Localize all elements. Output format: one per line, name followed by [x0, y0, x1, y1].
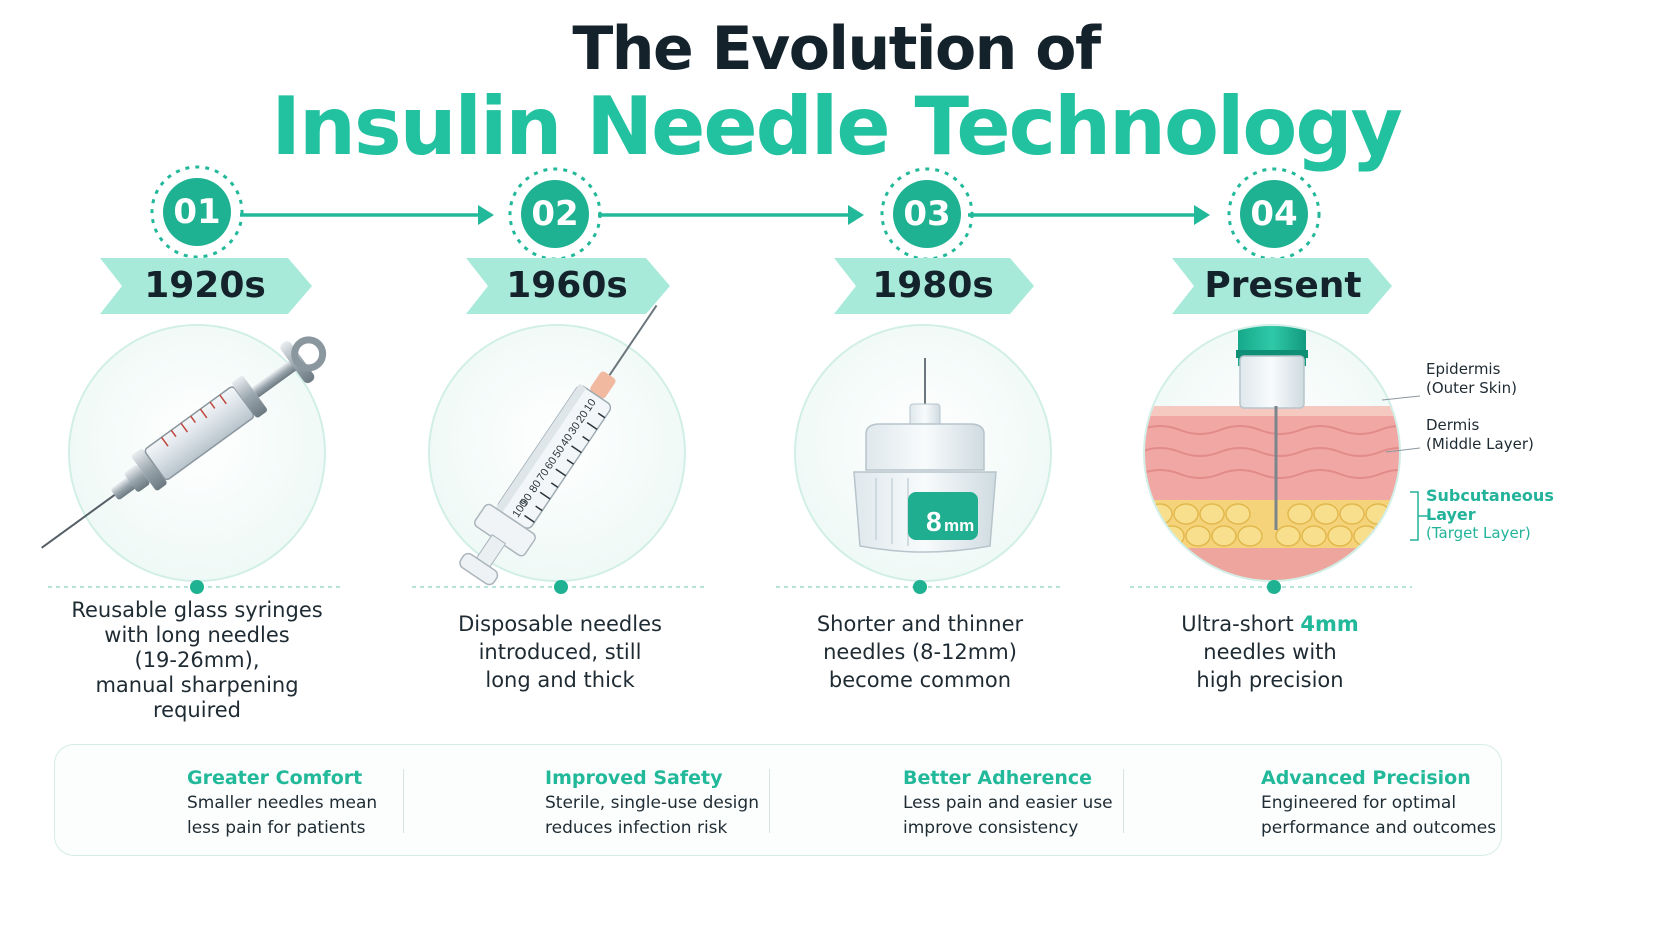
layer-label-dermis: Dermis (Middle Layer) — [1426, 416, 1534, 453]
pen-needle-unit: mm — [944, 516, 974, 535]
benefit-title: Greater Comfort — [187, 767, 363, 789]
step-description-4: Ultra-short 4mm needles with high precis… — [1181, 612, 1359, 692]
era-ribbon-1 — [100, 258, 312, 314]
era-label-1: 1920s — [144, 265, 266, 306]
era-ribbon-2 — [466, 258, 670, 314]
title-line-1: The Evolution of — [572, 14, 1101, 84]
benefit-better-adherence: Better Adherence Less pain and easier us… — [769, 745, 1123, 857]
era-ribbon-3 — [834, 258, 1034, 314]
step-description-2: Disposable needles introduced, still lon… — [458, 612, 662, 692]
era-label-2: 1960s — [506, 265, 628, 306]
step-number-3: 03 — [903, 194, 951, 234]
benefit-improved-safety: Improved Safety Sterile, single-use desi… — [409, 745, 769, 857]
timeline-arrows — [240, 205, 1210, 225]
benefit-text: Smaller needles mean less pain for patie… — [187, 793, 378, 838]
scale-mark: 40 — [558, 432, 575, 449]
scale-mark: 50 — [551, 443, 568, 460]
glass-syringe-icon — [41, 336, 327, 549]
benefit-greater-comfort: Greater Comfort Smaller needles mean les… — [55, 745, 405, 857]
benefit-text: Sterile, single-use design reduces infec… — [545, 793, 759, 838]
scale-mark: 60 — [543, 455, 560, 472]
scale-mark: 90 — [518, 491, 535, 508]
era-ribbon-4 — [1172, 258, 1392, 314]
benefit-advanced-precision: Advanced Precision Engineered for optima… — [1123, 745, 1501, 857]
era-label-4: Present — [1204, 265, 1362, 306]
step-description-3: Shorter and thinner needles (8-12mm) bec… — [816, 612, 1024, 692]
skin-layers-icon — [1143, 324, 1428, 582]
pen-needle-icon — [853, 358, 997, 553]
scale-mark: 80 — [527, 478, 544, 495]
benefit-title: Advanced Precision — [1261, 767, 1471, 789]
scale-mark: 10 — [582, 397, 599, 414]
scale-mark: 70 — [535, 467, 552, 484]
layer-label-subcutaneous: Subcutaneous Layer (Target Layer) — [1426, 486, 1554, 542]
era-label-3: 1980s — [872, 265, 994, 306]
benefit-text: Engineered for optimal performance and o… — [1261, 793, 1497, 838]
step-description-1: Reusable glass syringes with long needle… — [71, 598, 323, 722]
benefit-divider — [1123, 769, 1124, 833]
benefit-title: Improved Safety — [545, 767, 723, 789]
scale-mark: 30 — [566, 420, 583, 437]
scale-mark: 20 — [574, 409, 591, 426]
pen-needle-size: 8 — [926, 506, 942, 537]
step-number-2: 02 — [531, 194, 579, 234]
title-line-2: Insulin Needle Technology — [271, 80, 1403, 173]
layer-label-epidermis: Epidermis (Outer Skin) — [1426, 360, 1517, 397]
step-number-4: 04 — [1250, 194, 1298, 234]
benefit-divider — [769, 769, 770, 833]
benefit-title: Better Adherence — [903, 767, 1093, 789]
benefit-divider — [403, 769, 404, 833]
step-badge-1 — [150, 165, 244, 259]
benefits-panel: Greater Comfort Smaller needles mean les… — [54, 744, 1502, 856]
step-number-1: 01 — [173, 192, 221, 232]
benefit-text: Less pain and easier use improve consist… — [903, 793, 1113, 838]
disposable-syringe-icon — [459, 304, 658, 586]
